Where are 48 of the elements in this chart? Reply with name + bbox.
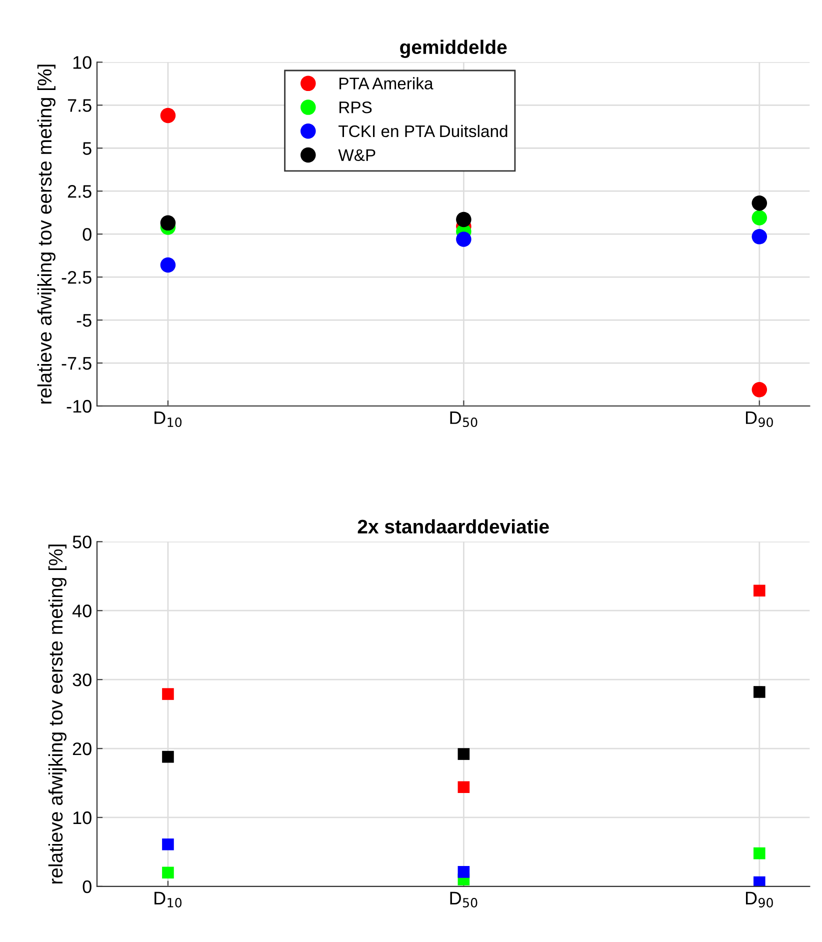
legend-label: W&P bbox=[338, 149, 376, 162]
y-tick-label: 10 bbox=[73, 56, 92, 69]
point bbox=[752, 196, 768, 211]
y-tick-label: 50 bbox=[72, 536, 92, 548]
point bbox=[752, 382, 768, 398]
point bbox=[753, 847, 766, 860]
point bbox=[753, 876, 766, 886]
point bbox=[458, 866, 470, 878]
legend-label: RPS bbox=[340, 101, 372, 114]
y-axis-title: relatieve afwijking tov eerste meting [%] bbox=[48, 544, 66, 884]
y-tick-label: 10 bbox=[73, 811, 92, 824]
y-tick-label: 40 bbox=[72, 604, 92, 618]
y-tick-label: -7.5 bbox=[62, 357, 92, 370]
x-tick-label: D$_{10}$ bbox=[154, 411, 182, 428]
y-tick-label: 30 bbox=[72, 673, 92, 686]
y-tick-label: 2.5 bbox=[68, 185, 92, 198]
point bbox=[752, 229, 768, 244]
chart-title: 2x standaarddeviatie bbox=[358, 519, 549, 534]
chart-title: gemiddelde bbox=[400, 40, 507, 58]
x-tick-label: D$_{90}$ bbox=[746, 892, 773, 908]
y-tick-label: 20 bbox=[72, 742, 92, 756]
point bbox=[160, 215, 176, 231]
y-tick-label: -2.5 bbox=[62, 271, 92, 284]
y-tick-label: -5 bbox=[76, 314, 92, 327]
legend-label: TCKI en PTA Duitsland bbox=[338, 124, 508, 138]
y-tick-label: -10 bbox=[66, 400, 92, 413]
point bbox=[162, 750, 174, 763]
y-tick-label: 0 bbox=[82, 228, 92, 241]
point bbox=[160, 257, 176, 273]
point bbox=[753, 584, 766, 597]
y-tick-label: 7.5 bbox=[68, 99, 92, 112]
point bbox=[160, 108, 176, 124]
point bbox=[458, 748, 470, 760]
y-tick-label: 5 bbox=[82, 142, 92, 155]
legend-label: PTA Amerika bbox=[340, 77, 434, 90]
point bbox=[753, 686, 766, 698]
point bbox=[162, 838, 174, 850]
point bbox=[162, 866, 174, 879]
y-tick-label: 0 bbox=[82, 880, 92, 894]
point bbox=[162, 688, 174, 700]
point bbox=[456, 232, 472, 247]
point bbox=[752, 210, 768, 226]
x-tick-label: D$_{10}$ bbox=[154, 892, 182, 908]
x-tick-label: D$_{50}$ bbox=[450, 892, 478, 908]
point bbox=[458, 781, 470, 794]
x-tick-label: D$_{90}$ bbox=[746, 411, 773, 428]
x-tick-label: D$_{50}$ bbox=[450, 411, 478, 428]
y-axis-title: relatieve afwijking tov eerste meting [%] bbox=[37, 64, 56, 404]
